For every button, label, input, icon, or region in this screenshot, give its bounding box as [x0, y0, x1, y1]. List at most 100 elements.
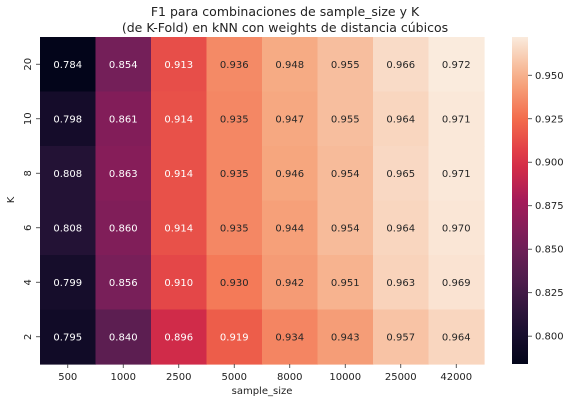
cell-value-label: 0.964: [386, 223, 415, 234]
cell-value-label: 0.935: [220, 114, 249, 125]
x-tick-label: 10000: [329, 372, 361, 383]
heatmap-cell: [317, 146, 374, 202]
heatmap-cell: [151, 200, 208, 256]
heatmap-cell: [40, 200, 97, 256]
heatmap-cell: [373, 200, 430, 256]
heatmap-cell: [317, 255, 374, 311]
y-axis-label: K: [6, 196, 17, 203]
cell-value-label: 0.951: [331, 278, 360, 289]
cell-value-label: 0.947: [275, 114, 304, 125]
heatmap-cell: [40, 146, 97, 202]
cell-value-label: 0.936: [220, 60, 249, 71]
y-tick-label: 20: [23, 58, 34, 71]
heatmap-cell: [262, 200, 319, 256]
cell-value-label: 0.808: [53, 169, 82, 180]
cell-value-label: 0.954: [331, 169, 360, 180]
x-tick-label: 2500: [166, 372, 191, 383]
colorbar-tick-label: 0.825: [535, 288, 564, 299]
heatmap-cell: [428, 309, 485, 365]
cell-value-label: 0.784: [53, 60, 82, 71]
cell-value-label: 0.946: [275, 169, 304, 180]
heatmap-cell: [262, 37, 319, 93]
x-axis-ticks: 500 1000 2500 5000 8000 10000 25000 42000: [58, 364, 472, 383]
y-axis-ticks: 20 10 8 6 4 2: [23, 58, 40, 340]
cell-value-label: 0.954: [331, 223, 360, 234]
heatmap-cell: [373, 146, 430, 202]
heatmap-cell: [373, 91, 430, 147]
colorbar-tick-label: 0.800: [535, 332, 564, 343]
chart-title-line1: F1 para combinaciones de sample_size y K: [151, 4, 420, 19]
cell-value-label: 0.896: [164, 332, 193, 343]
cell-value-label: 0.963: [386, 278, 415, 289]
cell-value-label: 0.972: [442, 60, 471, 71]
heatmap-cell: [428, 37, 485, 93]
heatmap-cell: [95, 146, 152, 202]
cell-value-label: 0.944: [275, 223, 304, 234]
heatmap-cell: [151, 37, 208, 93]
heatmap-cell: [262, 309, 319, 365]
cell-value-label: 0.914: [164, 223, 193, 234]
heatmap-cell: [151, 309, 208, 365]
heatmap-cell: [40, 37, 97, 93]
cell-value-label: 0.861: [109, 114, 138, 125]
cell-value-label: 0.910: [164, 278, 193, 289]
cell-value-label: 0.795: [53, 332, 82, 343]
heatmap-cell: [206, 146, 263, 202]
cell-value-label: 0.799: [53, 278, 82, 289]
heatmap-cell: [95, 255, 152, 311]
cell-value-label: 0.934: [275, 332, 304, 343]
heatmap-cell: [206, 91, 263, 147]
heatmap-cell: [40, 91, 97, 147]
cell-value-label: 0.964: [442, 332, 471, 343]
cell-value-label: 0.970: [442, 223, 471, 234]
heatmap-cell: [262, 255, 319, 311]
cell-value-label: 0.860: [109, 223, 138, 234]
cell-value-label: 0.965: [386, 169, 415, 180]
heatmap-cell: [373, 309, 430, 365]
colorbar: 0.800 0.825 0.850 0.875 0.900 0.925 0.950: [512, 37, 564, 364]
heatmap-cell: [262, 146, 319, 202]
x-axis-label: sample_size: [232, 386, 293, 397]
cell-value-label: 0.840: [109, 332, 138, 343]
cell-value-label: 0.948: [275, 60, 304, 71]
heatmap-cell: [317, 37, 374, 93]
y-tick-label: 2: [23, 334, 34, 340]
x-tick-label: 25000: [385, 372, 417, 383]
heatmap-cell: [428, 200, 485, 256]
cell-value-label: 0.863: [109, 169, 138, 180]
cell-value-label: 0.935: [220, 223, 249, 234]
chart-title-line2: (de K-Fold) en kNN con weights de distan…: [122, 20, 448, 35]
heatmap-cell: [262, 91, 319, 147]
heatmap-cells: 0.784 0.854 0.913 0.936 0.948 0.955 0.966 0.972…: [40, 37, 485, 365]
heatmap-cell: [95, 91, 152, 147]
colorbar-tick-label: 0.875: [535, 201, 564, 212]
x-tick-label: 500: [58, 372, 77, 383]
y-tick-label: 4: [23, 279, 34, 285]
cell-value-label: 0.913: [164, 60, 193, 71]
heatmap-cell: [206, 37, 263, 93]
cell-value-label: 0.919: [220, 332, 249, 343]
heatmap-cell: [428, 91, 485, 147]
heatmap-cell: [206, 255, 263, 311]
cell-value-label: 0.957: [386, 332, 415, 343]
heatmap-cell: [428, 255, 485, 311]
heatmap-cell: [151, 255, 208, 311]
cell-value-label: 0.943: [331, 332, 360, 343]
x-tick-label: 42000: [440, 372, 472, 383]
y-tick-label: 10: [23, 112, 34, 125]
heatmap-cell: [428, 146, 485, 202]
cell-value-label: 0.935: [220, 169, 249, 180]
cell-value-label: 0.856: [109, 278, 138, 289]
cell-value-label: 0.964: [386, 114, 415, 125]
heatmap-cell: [317, 91, 374, 147]
y-tick-label: 8: [23, 170, 34, 176]
heatmap-cell: [373, 255, 430, 311]
cell-value-label: 0.930: [220, 278, 249, 289]
heatmap-cell: [95, 200, 152, 256]
cell-value-label: 0.955: [331, 114, 360, 125]
colorbar-tick-label: 0.850: [535, 245, 564, 256]
cell-value-label: 0.914: [164, 169, 193, 180]
colorbar-tick-label: 0.925: [535, 114, 564, 125]
cell-value-label: 0.966: [386, 60, 415, 71]
